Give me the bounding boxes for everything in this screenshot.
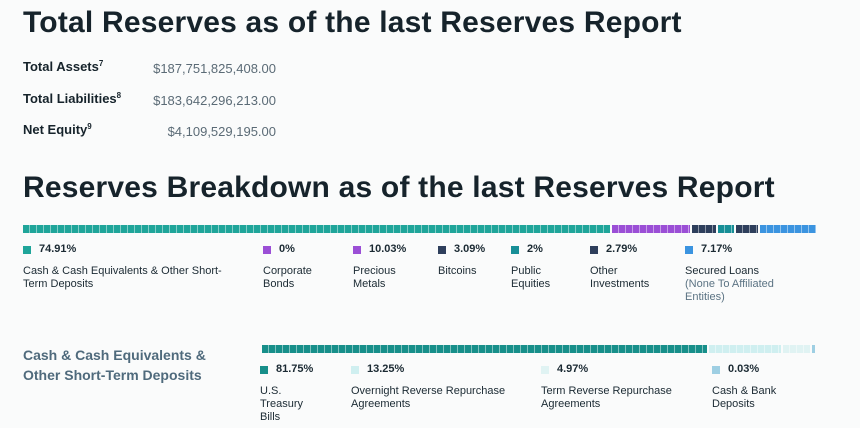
legend-label: Cash & Bank Deposits: [712, 385, 777, 410]
legend-sublabel: (None To Affiliated Entities): [685, 278, 774, 303]
bar-segment: [736, 225, 758, 233]
swatch-icon: [260, 365, 268, 374]
legend-pct: 0.03%: [728, 363, 760, 375]
net-equity-value: $4,109,529,195.00: [167, 124, 276, 139]
legend-cash-bank: 0.03% Cash & Bank Deposits: [712, 363, 802, 411]
bar-segment: [783, 345, 811, 353]
bar-segment: [262, 345, 708, 353]
legend-cash: 74.91% Cash & Cash Equivalents & Other S…: [23, 243, 243, 291]
reserves-breakdown-title: Reserves Breakdown as of the last Reserv…: [23, 171, 775, 204]
bar-segment: [718, 225, 735, 233]
legend-pct: 7.17%: [701, 243, 733, 255]
legend-pct: 10.03%: [369, 243, 407, 255]
legend-pct: 2%: [527, 243, 543, 255]
legend-label: Other Investments: [590, 265, 650, 290]
total-liabilities-label: Total Liabilities8: [23, 91, 122, 106]
swatch-icon: [438, 245, 446, 254]
net-equity-label: Net Equity9: [23, 122, 92, 137]
legend-label: Bitcoins: [438, 265, 477, 277]
legend-secured-loans: 7.17% Secured Loans (None To Affiliated …: [685, 243, 795, 304]
legend-pct: 3.09%: [454, 243, 486, 255]
bar-segment: [759, 225, 816, 233]
swatch-icon: [541, 365, 549, 374]
legend-label: Secured Loans: [685, 265, 759, 277]
bar-segment: [709, 345, 782, 353]
legend-term-repo: 4.97% Term Reverse Repurchase Agreements: [541, 363, 691, 411]
legend-pct: 4.97%: [557, 363, 589, 375]
reserves-stacked-bar: [23, 225, 816, 233]
legend-bitcoins: 3.09% Bitcoins: [438, 243, 500, 278]
bar-segment: [23, 225, 610, 233]
cash-stacked-bar: [262, 345, 815, 353]
legend-public-equities: 2% Public Equities: [511, 243, 571, 291]
legend-label: Cash & Cash Equivalents & Other Short-Te…: [23, 265, 222, 290]
total-assets-value: $187,751,825,408.00: [153, 61, 276, 76]
bar-segment: [692, 225, 717, 233]
legend-pct: 0%: [279, 243, 295, 255]
legend-precious-metals: 10.03% Precious Metals: [353, 243, 423, 291]
legend-pct: 2.79%: [606, 243, 638, 255]
bar-segment: [812, 345, 815, 353]
swatch-icon: [511, 245, 519, 254]
bar-segment: [611, 225, 691, 233]
legend-pct: 74.91%: [39, 243, 77, 255]
swatch-icon: [353, 245, 361, 254]
legend-other-investments: 2.79% Other Investments: [590, 243, 670, 291]
swatch-icon: [590, 245, 598, 254]
total-assets-label: Total Assets7: [23, 59, 104, 74]
legend-label: Overnight Reverse Repurchase Agreements: [351, 385, 506, 410]
total-reserves-title: Total Reserves as of the last Reserves R…: [23, 6, 682, 39]
swatch-icon: [263, 245, 271, 254]
swatch-icon: [712, 365, 720, 374]
legend-label: U.S. Treasury Bills: [260, 385, 303, 423]
total-liabilities-value: $183,642,296,213.00: [153, 93, 276, 108]
legend-pct: 13.25%: [367, 363, 405, 375]
legend-overnight-repo: 13.25% Overnight Reverse Repurchase Agre…: [351, 363, 526, 411]
swatch-icon: [685, 245, 693, 254]
legend-label: Corporate Bonds: [263, 265, 312, 290]
cash-breakdown-heading: Cash & Cash Equivalents & Other Short-Te…: [23, 347, 206, 383]
legend-treasury-bills: 81.75% U.S. Treasury Bills: [260, 363, 335, 424]
legend-label: Term Reverse Repurchase Agreements: [541, 385, 672, 410]
legend-corporate-bonds: 0% Corporate Bonds: [263, 243, 333, 291]
swatch-icon: [351, 365, 359, 374]
legend-pct: 81.75%: [276, 363, 314, 375]
legend-label: Public Equities: [511, 265, 551, 290]
legend-label: Precious Metals: [353, 265, 396, 290]
swatch-icon: [23, 245, 31, 254]
